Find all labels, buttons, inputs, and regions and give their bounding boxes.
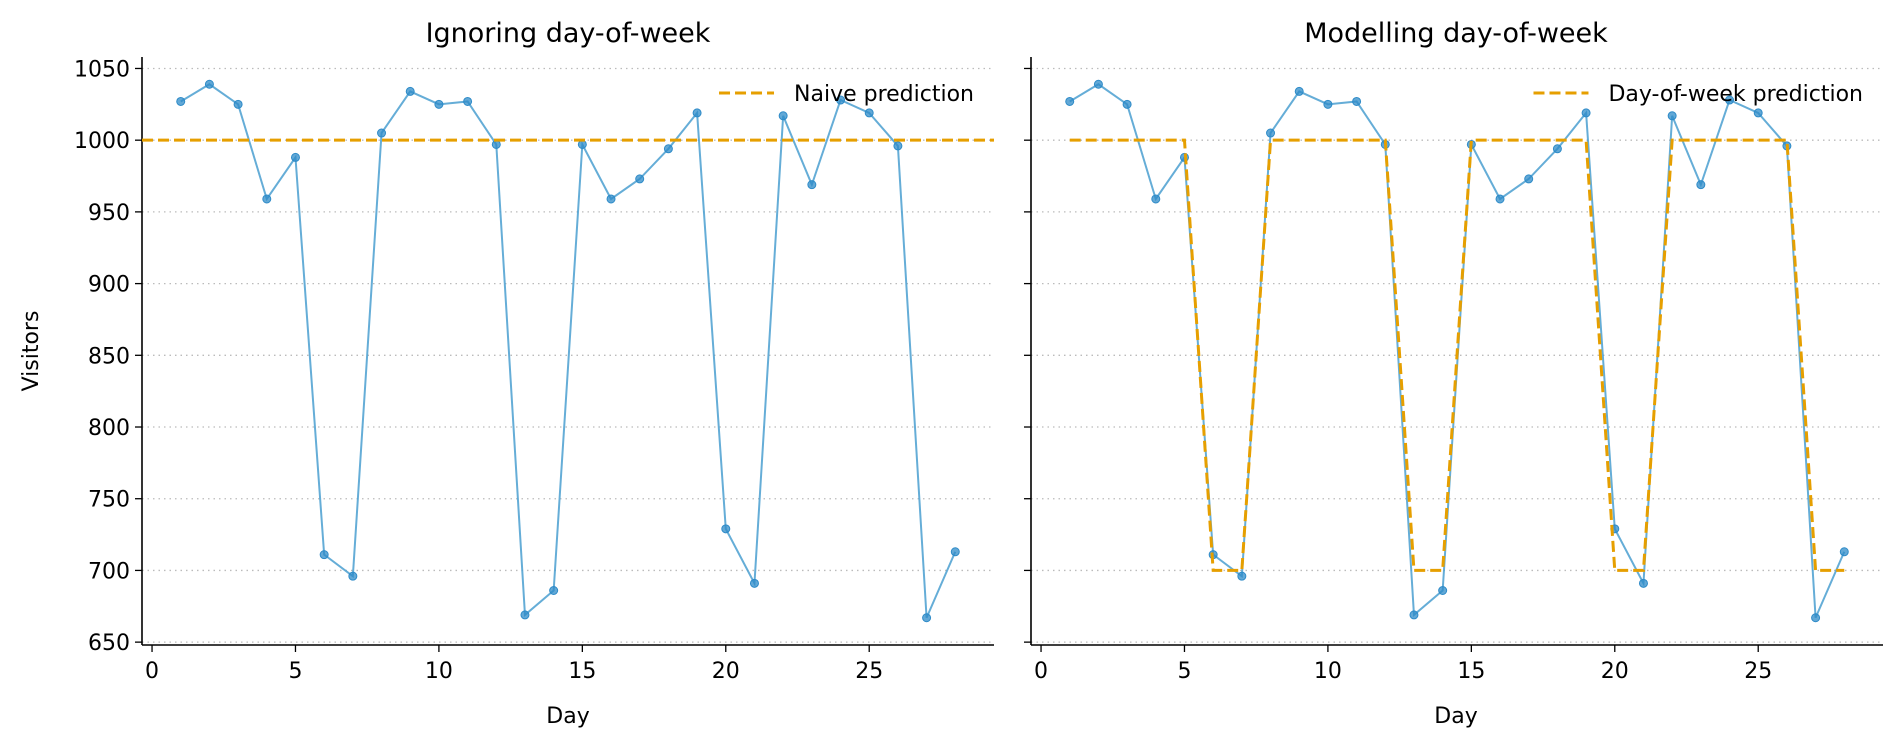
observed-point (434, 99, 444, 109)
observed-point (922, 613, 932, 623)
observed-point (807, 180, 817, 190)
observed-point (176, 96, 186, 106)
observed-point (549, 586, 559, 596)
observed-point (1725, 95, 1735, 105)
right-title: Modelling day-of-week (1304, 18, 1608, 49)
x-tick-label: 5 (288, 659, 302, 684)
observed-point (1839, 547, 1849, 557)
observed-point (520, 610, 530, 620)
observed-point (1352, 96, 1362, 106)
observed-point (348, 571, 358, 581)
observed-point (606, 194, 616, 204)
observed-point (864, 108, 874, 118)
y-tick-label: 850 (88, 344, 130, 369)
observed-point (262, 194, 272, 204)
observed-point (893, 141, 903, 151)
observed-point (491, 139, 501, 149)
y-tick-label: 750 (88, 488, 130, 513)
legend-label: Day-of-week prediction (1608, 82, 1863, 107)
x-tick-label: 20 (712, 659, 740, 684)
y-tick-label: 1000 (74, 129, 130, 154)
observed-point (1696, 180, 1706, 190)
observed-point (1065, 96, 1075, 106)
y-tick-label: 650 (88, 631, 130, 656)
observed-point (663, 144, 673, 154)
observed-point (1667, 111, 1677, 121)
left-ylabel: Visitors (19, 311, 44, 392)
y-tick-label: 700 (88, 559, 130, 584)
right-axes: Modelling day-of-week Day 0 5 10 15 20 25 Day-… (1024, 18, 1883, 729)
left-axes: Ignoring day-of-week Day Visitors 650 700… (19, 18, 994, 729)
observed-point (721, 524, 731, 534)
observed-point (950, 547, 960, 557)
right-xlabel: Day (1434, 704, 1477, 729)
x-tick-label: 25 (1744, 659, 1772, 684)
x-tick-label: 25 (855, 659, 883, 684)
observed-point (1409, 610, 1419, 620)
observed-line (180, 83, 957, 619)
observed-point (463, 96, 473, 106)
observed-point (749, 578, 759, 588)
left-title: Ignoring day-of-week (426, 18, 711, 49)
observed-point (1093, 79, 1103, 89)
observed-point (577, 139, 587, 149)
y-tick-label: 800 (88, 416, 130, 441)
observed-point (290, 152, 300, 162)
x-tick-label: 0 (145, 659, 159, 684)
x-tick-label: 15 (1457, 659, 1485, 684)
observed-point (1552, 144, 1562, 154)
observed-point (1524, 174, 1534, 184)
y-tick-label: 900 (88, 273, 130, 298)
legend-label: Naive prediction (794, 82, 974, 107)
y-tick-label: 1050 (74, 57, 130, 82)
observed-point (1581, 108, 1591, 118)
x-tick-label: 0 (1034, 659, 1048, 684)
observed-point (1438, 586, 1448, 596)
observed-point (692, 108, 702, 118)
observed-point (1811, 613, 1821, 623)
observed-point (405, 86, 415, 96)
x-tick-label: 15 (568, 659, 596, 684)
observed-point (1638, 578, 1648, 588)
prediction-line (1069, 138, 1845, 572)
observed-point (233, 99, 243, 109)
x-tick-label: 10 (1314, 659, 1342, 684)
observed-point (1323, 99, 1333, 109)
y-tick-label: 950 (88, 201, 130, 226)
x-tick-label: 20 (1601, 659, 1629, 684)
observed-point (1294, 86, 1304, 96)
x-tick-label: 5 (1177, 659, 1191, 684)
observed-point (377, 128, 387, 138)
observed-point (1237, 571, 1247, 581)
observed-point (1151, 194, 1161, 204)
observed-point (635, 174, 645, 184)
left-xlabel: Day (546, 704, 589, 729)
observed-point (1753, 108, 1763, 118)
observed-point (1266, 128, 1276, 138)
observed-point (1122, 99, 1132, 109)
observed-point (1495, 194, 1505, 204)
observed-point (204, 79, 214, 89)
x-tick-label: 10 (425, 659, 453, 684)
observed-point (319, 550, 329, 560)
observed-point (836, 95, 846, 105)
observed-point (778, 111, 788, 121)
